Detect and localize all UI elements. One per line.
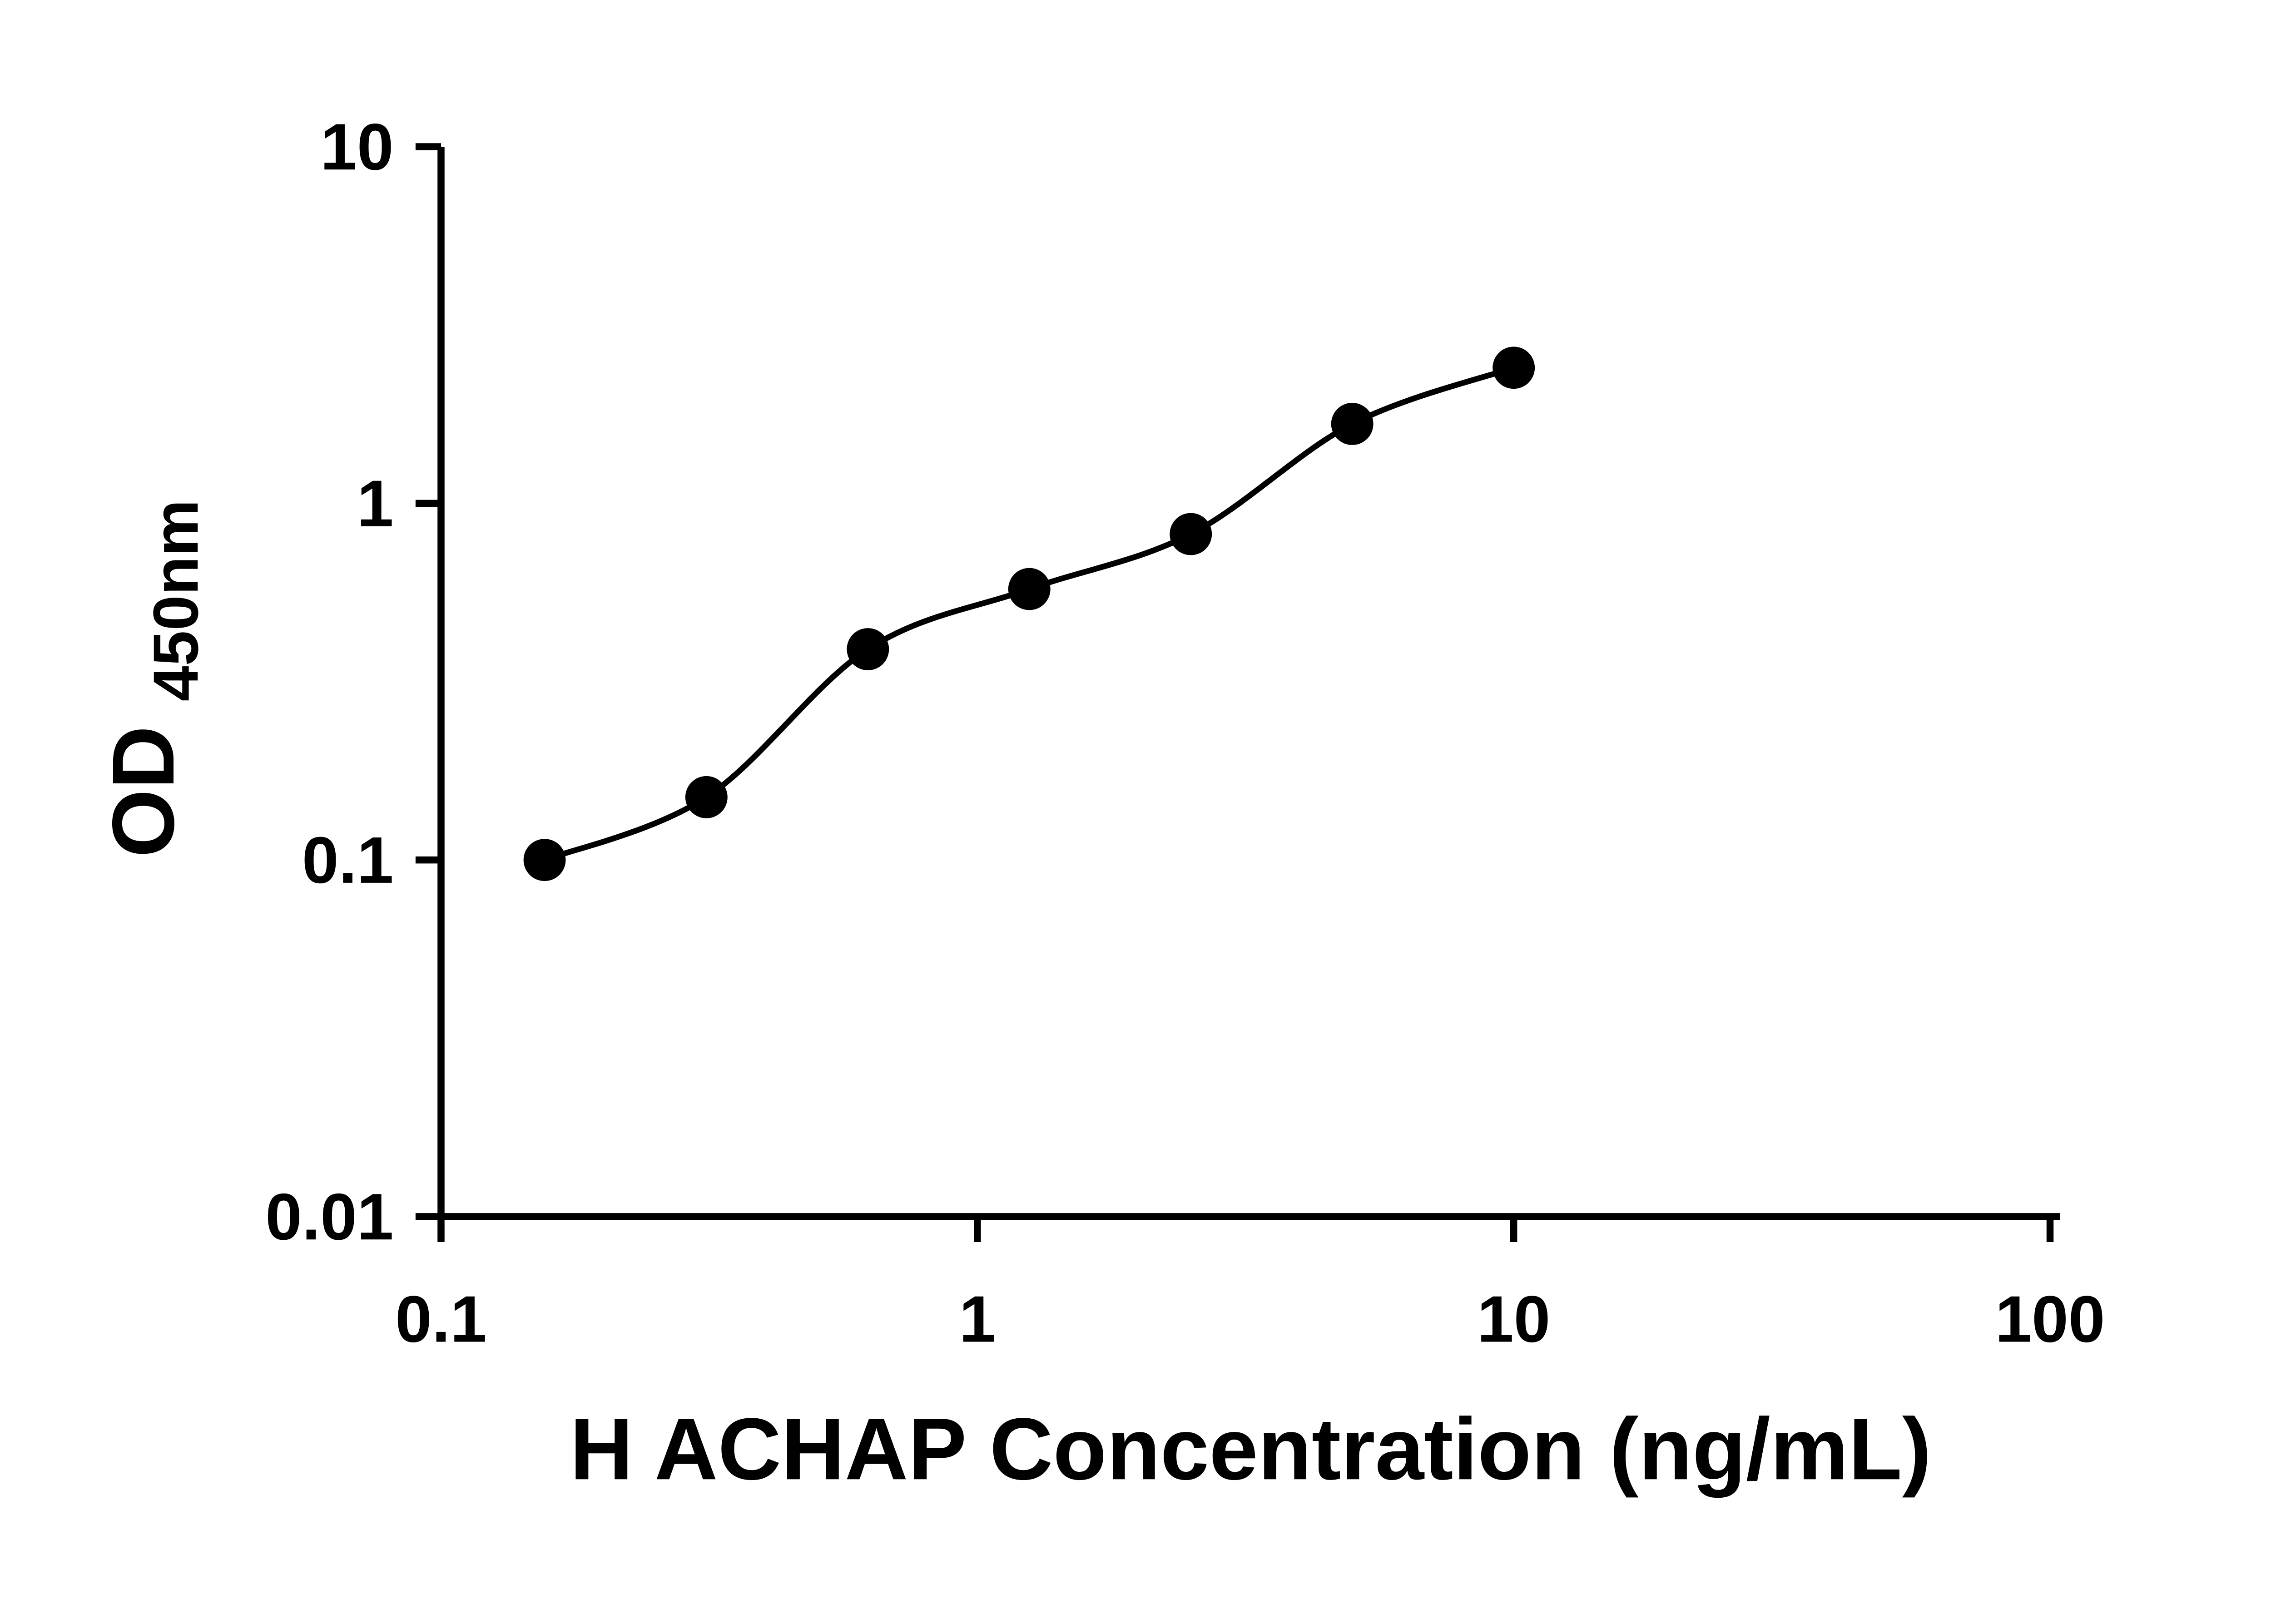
elisa-standard-curve-figure: 0.1 1 10 100 0.01 0.1 1 10 H ACHAP Concentratio… [0, 0, 2271, 1570]
y-axis-title: OD 450nm [94, 500, 211, 857]
x-axis-tick-label: 1 [959, 1282, 996, 1356]
y-axis-tick-label: 0.01 [265, 1180, 393, 1253]
data-point [1331, 403, 1374, 445]
data-point [685, 776, 728, 818]
chart-page: 0.1 1 10 100 0.01 0.1 1 10 H ACHAP Concentratio… [0, 0, 2271, 1570]
y-axis-title-subscript: 450nm [140, 500, 211, 701]
data-point [1170, 513, 1212, 555]
y-axis-tick-label: 10 [320, 110, 393, 183]
chart-background [0, 0, 2271, 1570]
x-axis-tick-label: 0.1 [395, 1282, 487, 1356]
x-axis-tick-label: 10 [1477, 1282, 1550, 1356]
data-point [523, 839, 566, 881]
x-axis-tick-label: 100 [1995, 1282, 2105, 1356]
y-axis-tick-label: 0.1 [302, 823, 394, 897]
y-axis-title-main: OD [94, 726, 192, 857]
data-point [1008, 568, 1051, 610]
data-point [1493, 347, 1535, 389]
data-point [847, 628, 889, 670]
y-axis-tick-label: 1 [357, 467, 394, 540]
x-axis-title: H ACHAP Concentration (ng/mL) [570, 1400, 1932, 1498]
data-series-layer [523, 347, 1535, 881]
